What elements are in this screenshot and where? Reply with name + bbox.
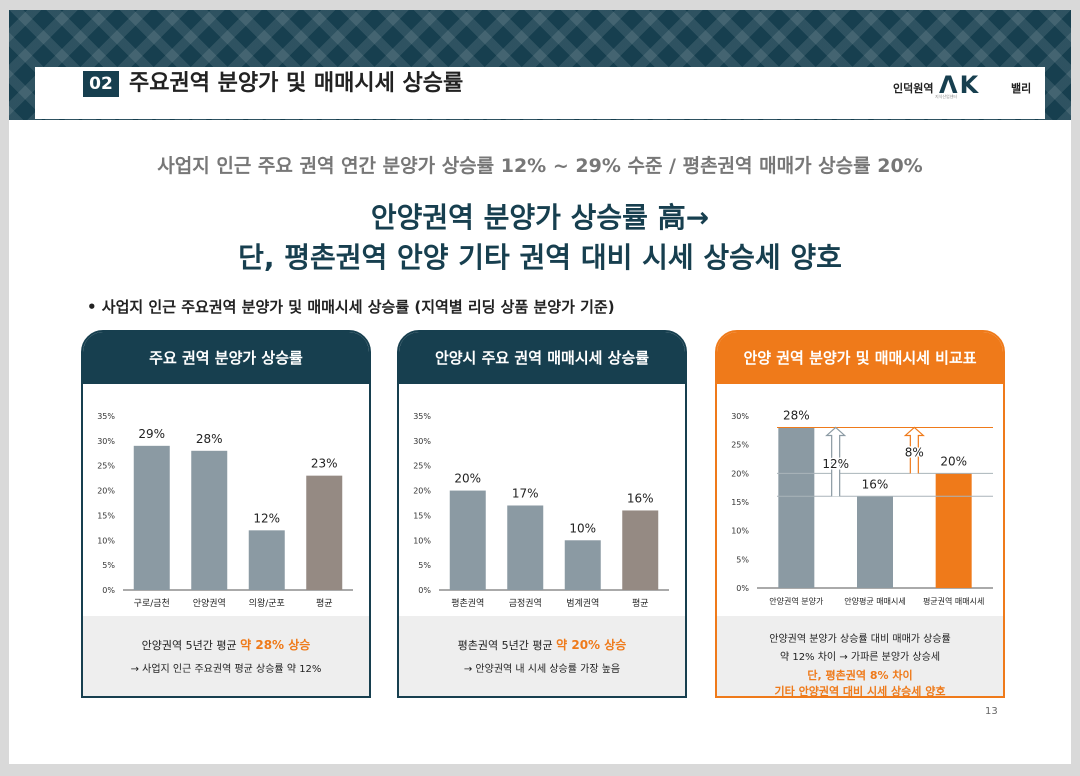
y-tick-label: 25%	[731, 441, 749, 450]
category-label: 금정권역	[509, 597, 542, 609]
increase-arrow	[825, 426, 847, 497]
bar	[191, 450, 228, 590]
note-line1-prefix: 평촌권역 5년간 평균	[457, 639, 557, 652]
data-label: 28%	[196, 432, 223, 446]
category-label: 평균	[316, 598, 333, 609]
subtitle: 사업지 인근 주요 권역 연간 분양가 상승률 12% ~ 29% 수준 / 평…	[157, 155, 923, 177]
panel-title: 주요 권역 분양가 상승률	[83, 332, 369, 384]
bar	[857, 496, 893, 588]
data-label: 20%	[454, 472, 481, 486]
y-tick-label: 30%	[97, 437, 115, 446]
title-bar: 02 주요권역 분양가 및 매매시세 상승률 인덕원역 ΛK 밸리 지식산업센터	[35, 67, 1045, 119]
panel-title: 안양 권역 분양가 및 매매시세 비교표	[717, 332, 1003, 384]
note-line2: → 안양권역 내 시세 상승률 가장 높음	[463, 664, 621, 675]
annotation-label: 8%	[905, 445, 924, 459]
data-label: 12%	[253, 511, 280, 525]
y-tick-label: 15%	[413, 511, 431, 520]
bullet-text: • 사업지 인근 주요권역 분양가 및 매매시세 상승률 (지역별 리딩 상품 …	[87, 298, 615, 316]
slide: 02 주요권역 분양가 및 매매시세 상승률 인덕원역 ΛK 밸리 지식산업센터…	[9, 10, 1071, 764]
y-tick-label: 25%	[97, 462, 115, 471]
panel-note: 안양권역 5년간 평균 약 28% 상승 → 사업지 인근 주요권역 평균 상승…	[83, 616, 369, 696]
note-line1-prefix: 안양권역 5년간 평균	[141, 639, 241, 652]
data-label: 17%	[512, 486, 539, 500]
y-tick-label: 15%	[731, 498, 749, 507]
panel-market-price-growth: 안양시 주요 권역 매매시세 상승률 0% 5% 10% 15% 20% 25% 30% 35…	[397, 330, 687, 698]
y-tick-label: 10%	[97, 536, 115, 545]
panel-note: 평촌권역 5년간 평균 약 20% 상승 → 안양권역 내 시세 상승률 가장 …	[399, 616, 685, 696]
data-label: 28%	[783, 408, 810, 422]
annotation-label: 12%	[822, 457, 849, 471]
note-line1: 안양권역 분양가 상승률 대비 매매가 상승률	[769, 634, 951, 645]
category-label: 평균권역 매매시세	[923, 596, 984, 606]
y-tick-label: 30%	[731, 412, 749, 421]
y-tick-label: 35%	[413, 412, 431, 421]
bar	[133, 445, 170, 590]
bar	[449, 490, 486, 590]
category-label: 안양평균 매매시세	[844, 596, 905, 606]
panel-comparison: 안양 권역 분양가 및 매매시세 비교표 0% 5% 10% 15% 20% 25% 30%…	[715, 330, 1005, 698]
y-tick-label: 0%	[736, 584, 749, 593]
chart-sale-price-growth: 0% 5% 10% 15% 20% 25% 30% 35% 29% 구로/금천 28% 안양권역 12%…	[97, 412, 353, 609]
category-label: 의왕/군포	[249, 598, 285, 609]
logo-text-right: 밸리	[1011, 82, 1032, 95]
y-tick-label: 5%	[736, 555, 749, 564]
chart-market-price-growth: 0% 5% 10% 15% 20% 25% 30% 35% 20% 평촌권역 17% 금정권역 10% 범…	[413, 412, 669, 609]
note-line3: 단, 평촌권역 8% 차이	[807, 669, 913, 682]
panel-title: 안양시 주요 권역 매매시세 상승률	[399, 332, 685, 384]
chart-comparison: 0% 5% 10% 15% 20% 25% 30% 28% 안양권역 분양가 16% 안양평균 매매…	[731, 408, 993, 606]
y-tick-label: 10%	[413, 536, 431, 545]
y-tick-label: 15%	[97, 511, 115, 520]
category-label: 범계권역	[566, 597, 599, 609]
y-tick-label: 20%	[731, 469, 749, 478]
data-label: 20%	[940, 454, 967, 468]
bar	[306, 475, 343, 590]
note-line1-highlight: 약 20% 상승	[556, 638, 627, 652]
y-tick-label: 5%	[102, 561, 115, 570]
note-line1: 평촌권역 5년간 평균 약 20% 상승	[399, 636, 685, 653]
data-label: 10%	[569, 521, 596, 535]
y-tick-label: 0%	[418, 586, 431, 595]
y-tick-label: 5%	[418, 561, 431, 570]
panel-sale-price-growth: 주요 권역 분양가 상승률 0% 5% 10% 15% 20% 25% 30% 35% 29% 구…	[81, 330, 371, 698]
bar	[778, 427, 815, 588]
data-label: 29%	[138, 427, 165, 441]
y-tick-label: 20%	[97, 487, 115, 496]
logo: 인덕원역 ΛK 밸리 지식산업센터	[893, 71, 1033, 101]
section-number: 02	[83, 71, 119, 97]
page-number: 13	[985, 706, 998, 717]
bar	[507, 505, 544, 590]
category-label: 평균	[632, 598, 649, 609]
category-label: 안양권역 분양가	[769, 596, 824, 606]
bar	[622, 510, 659, 590]
increase-arrow	[903, 426, 925, 474]
bar	[564, 540, 601, 590]
y-tick-label: 25%	[413, 462, 431, 471]
note-line2: → 사업지 인근 주요권역 평균 상승률 약 12%	[130, 664, 322, 675]
category-label: 안양권역	[193, 597, 226, 609]
data-label: 23%	[311, 457, 338, 471]
headline-line1: 안양권역 분양가 상승률 高→	[370, 201, 710, 234]
panel-note: 안양권역 분양가 상승률 대비 매매가 상승률 약 12% 차이 → 가파른 분…	[717, 616, 1003, 698]
bar	[935, 473, 972, 588]
note-line1-highlight: 약 28% 상승	[240, 638, 311, 652]
headline-line2: 단, 평촌권역 안양 기타 권역 대비 시세 상승세 양호	[238, 241, 842, 274]
category-label: 구로/금천	[134, 598, 170, 609]
y-tick-label: 30%	[413, 437, 431, 446]
note-line4: 기타 안양권역 대비 시세 상승세 양호	[774, 685, 946, 698]
logo-mark: ΛK	[939, 71, 981, 99]
logo-small-text: 지식산업센터	[935, 94, 958, 99]
y-tick-label: 20%	[413, 487, 431, 496]
bar	[248, 530, 285, 590]
y-tick-label: 0%	[102, 586, 115, 595]
note-line1: 안양권역 5년간 평균 약 28% 상승	[83, 636, 369, 653]
y-tick-label: 35%	[97, 412, 115, 421]
category-label: 평촌권역	[451, 597, 484, 609]
section-title: 주요권역 분양가 및 매매시세 상승률	[129, 71, 464, 96]
data-label: 16%	[862, 477, 889, 491]
logo-text-left: 인덕원역	[893, 82, 934, 95]
data-label: 16%	[627, 491, 654, 505]
y-tick-label: 10%	[731, 527, 749, 536]
note-line2: 약 12% 차이 → 가파른 분양가 상승세	[779, 652, 941, 663]
